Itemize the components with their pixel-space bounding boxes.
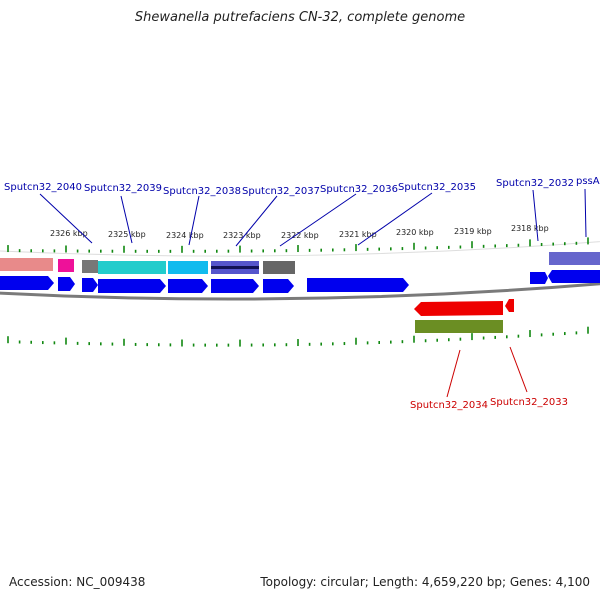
feature-block-stripe	[211, 266, 259, 269]
feature-block[interactable]	[263, 261, 295, 274]
feature-block[interactable]	[98, 261, 166, 274]
gene-label[interactable]: Sputcn32_2040	[4, 182, 82, 193]
feature-block[interactable]	[82, 260, 98, 273]
feature-row-colored	[0, 252, 600, 274]
gene-label[interactable]: pssA	[576, 176, 600, 187]
cds-arrow-forward[interactable]	[82, 278, 98, 292]
gene-label[interactable]: Sputcn32_2038	[163, 186, 241, 197]
backbone	[0, 241, 600, 301]
scale-label: 2324 kbp	[166, 231, 204, 240]
gene-label[interactable]: Sputcn32_2039	[84, 183, 162, 194]
cds-arrow-forward[interactable]	[307, 278, 409, 292]
gene-labels-forward: Sputcn32_2040 Sputcn32_2039 Sputcn32_203…	[4, 176, 600, 197]
feature-block[interactable]	[58, 259, 74, 272]
cds-arrow-forward[interactable]	[98, 279, 166, 293]
gene-label[interactable]: Sputcn32_2033	[490, 397, 568, 408]
scale-label: 2321 kbp	[339, 230, 377, 239]
gene-label[interactable]: Sputcn32_2035	[398, 182, 476, 193]
scale-label: 2319 kbp	[454, 227, 492, 236]
scale-label: 2326 kbp	[50, 229, 88, 238]
scale-label: 2325 kbp	[108, 230, 146, 239]
gene-labels-reverse: Sputcn32_2034 Sputcn32_2033	[410, 397, 568, 411]
accession-label: Accession: NC_009438	[9, 575, 146, 589]
cds-arrow-forward[interactable]	[58, 277, 75, 291]
feature-block[interactable]	[415, 320, 503, 333]
gene-label[interactable]: Sputcn32_2032	[496, 178, 574, 189]
scale-label: 2320 kbp	[396, 228, 434, 237]
cds-arrow-forward[interactable]	[168, 279, 208, 293]
genome-summary: Topology: circular; Length: 4,659,220 bp…	[260, 575, 590, 589]
cds-arrow-forward[interactable]	[0, 276, 54, 290]
label-leaders	[39, 188, 587, 398]
feature-block[interactable]	[168, 261, 208, 274]
cds-arrow-reverse[interactable]	[505, 299, 514, 312]
gene-label[interactable]: Sputcn32_2034	[410, 400, 488, 411]
scale-labels: 2326 kbp 2325 kbp 2324 kbp 2323 kbp 2322…	[50, 224, 549, 240]
inner-tick-row	[7, 326, 589, 347]
scale-label: 2322 kbp	[281, 231, 319, 240]
feature-block[interactable]	[0, 258, 53, 271]
cds-arrow-forward[interactable]	[211, 279, 259, 293]
feature-block[interactable]	[549, 252, 600, 265]
gene-label[interactable]: Sputcn32_2036	[320, 184, 398, 195]
forward-cds-row	[0, 270, 600, 293]
cds-arrow-reverse[interactable]	[414, 301, 503, 316]
cds-arrow-forward[interactable]	[548, 270, 600, 283]
scale-label: 2318 kbp	[511, 224, 549, 233]
gene-label[interactable]: Sputcn32_2037	[242, 186, 320, 197]
cds-arrow-forward[interactable]	[530, 272, 548, 284]
map-title: Shewanella putrefaciens CN-32, complete …	[134, 10, 466, 25]
outer-tick-row	[7, 237, 589, 253]
cds-arrow-forward[interactable]	[263, 279, 294, 293]
reverse-cds-row	[414, 299, 514, 333]
scale-label: 2323 kbp	[223, 231, 261, 240]
